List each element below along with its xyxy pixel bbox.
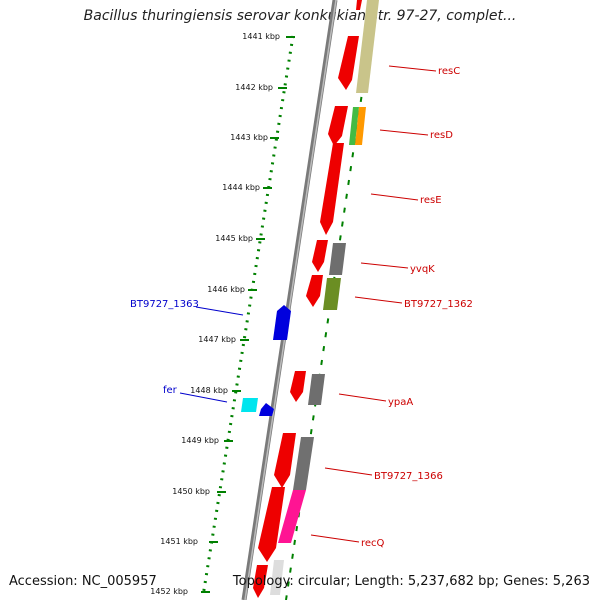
leader-line [379,129,429,136]
ruler-tick-label: 1442 kbp [235,83,273,92]
gene-label-yvqK[interactable]: yvqK [410,264,435,275]
leader-line [388,65,437,72]
forward-genes [253,0,362,598]
leader-line [179,392,228,403]
reverse-genes [241,305,291,416]
leader-line [354,296,403,304]
forward-gene-labels: resC resD resE yvqK BT9727_1362 ypaA BT9… [310,65,473,549]
genome-info-text: Topology: circular; Length: 5,237,682 bp… [232,574,590,589]
gene-label-BT9727_1363[interactable]: BT9727_1363 [130,299,199,310]
ruler-tick-label: 1448 kbp [190,386,228,395]
gene-label-fer[interactable]: fer [163,385,178,396]
gene-block[interactable] [278,490,306,543]
ruler-tick-label: 1446 kbp [207,285,245,294]
gene-label-resC[interactable]: resC [438,66,460,77]
ruler-tick-label: 1450 kbp [172,487,210,496]
gene-block[interactable] [329,243,346,275]
gene-block[interactable] [241,398,258,412]
gene-label-ypaA[interactable]: ypaA [388,397,413,408]
leader-line [324,467,373,476]
gene-arrow[interactable] [356,0,362,10]
gene-block[interactable] [270,560,284,595]
gene-arrow[interactable] [338,36,359,90]
leader-line [370,193,419,201]
ruler-tick-label: 1445 kbp [215,234,253,243]
gene-block[interactable] [355,107,366,145]
outer-genes [270,0,379,595]
ruler-tick-label: 1443 kbp [230,133,268,142]
ruler-ticks: 1441 kbp 1442 kbp 1443 kbp 1444 kbp 1445… [150,32,295,596]
gene-block[interactable] [293,437,314,490]
gene-block[interactable] [356,0,379,93]
ruler-tick-label: 1449 kbp [181,436,219,445]
leader-line [310,534,360,543]
ruler-tick-label: 1451 kbp [160,537,198,546]
gene-label-BT9727_1362[interactable]: BT9727_1362 [404,299,473,310]
gene-arrow[interactable] [273,305,291,340]
gene-arrow[interactable] [259,403,274,416]
backbone-highlight [244,0,337,600]
gene-arrow[interactable] [320,143,344,235]
leader-line [360,262,409,269]
leader-line [338,393,387,402]
gene-arrow[interactable] [312,240,328,272]
accession-text: Accession: NC_005957 [9,574,157,589]
gene-block[interactable] [308,374,325,405]
reverse-gene-labels: BT9727_1363 fer [130,299,244,403]
backbone [241,0,338,600]
ruler-tick-label: 1444 kbp [222,183,260,192]
ruler-tick-label: 1447 kbp [198,335,236,344]
gene-arrow[interactable] [274,433,296,488]
gene-block[interactable] [349,107,359,145]
ruler-line [201,35,295,597]
gene-block[interactable] [323,278,341,310]
ruler-tick-label: 1452 kbp [150,587,188,596]
gene-arrow[interactable] [306,275,323,307]
gene-label-resE[interactable]: resE [420,195,442,206]
gene-label-resD[interactable]: resD [430,130,453,141]
gene-arrow[interactable] [253,565,268,598]
gene-arrow[interactable] [290,371,306,402]
map-title: Bacillus thuringiensis serovar konkukian… [83,8,517,24]
ruler-tick-label: 1441 kbp [242,32,280,41]
gene-label-BT9727_1366[interactable]: BT9727_1366 [374,471,443,482]
gene-arrow[interactable] [328,106,348,146]
gene-label-recQ[interactable]: recQ [361,538,385,549]
gene-arrow[interactable] [258,487,285,562]
leader-line [195,306,244,316]
